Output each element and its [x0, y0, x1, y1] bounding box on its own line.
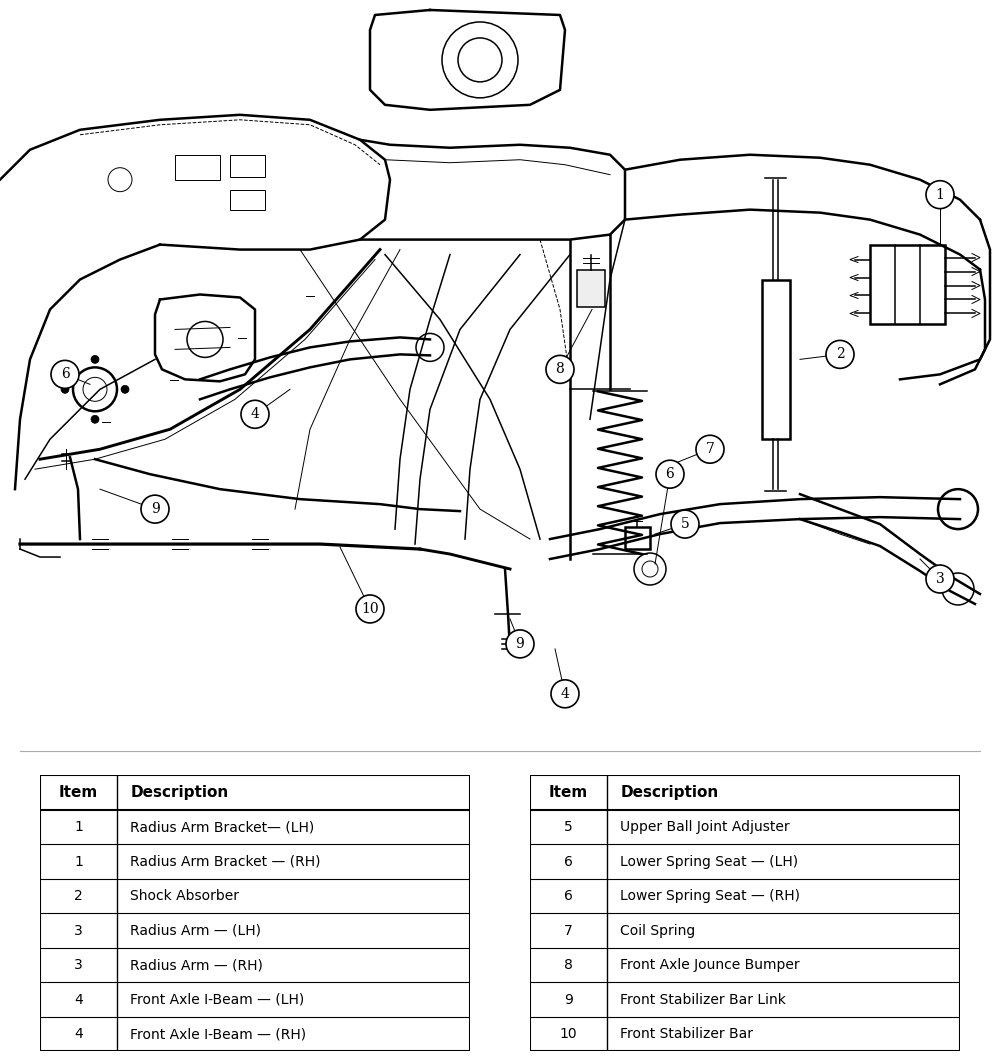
Text: 10: 10	[560, 1027, 578, 1041]
Text: 6: 6	[61, 367, 69, 381]
Circle shape	[73, 367, 117, 411]
Circle shape	[656, 460, 684, 489]
Text: 4: 4	[251, 408, 259, 422]
Text: 8: 8	[556, 362, 564, 376]
Text: Lower Spring Seat — (RH): Lower Spring Seat — (RH)	[620, 889, 800, 903]
Text: 8: 8	[564, 958, 573, 972]
Circle shape	[91, 415, 99, 424]
Circle shape	[671, 510, 699, 538]
Text: Item: Item	[59, 785, 98, 800]
Text: 4: 4	[74, 993, 83, 1007]
Text: 1: 1	[74, 855, 83, 869]
Circle shape	[91, 356, 99, 363]
Text: 3: 3	[74, 958, 83, 972]
Text: Description: Description	[620, 785, 719, 800]
Bar	[230, 155, 265, 176]
Text: 7: 7	[706, 442, 714, 457]
Circle shape	[551, 680, 579, 707]
Text: Radius Arm Bracket — (RH): Radius Arm Bracket — (RH)	[130, 855, 321, 869]
Circle shape	[926, 565, 954, 593]
Text: Front Stabilizer Bar: Front Stabilizer Bar	[620, 1027, 753, 1041]
Text: 10: 10	[361, 602, 379, 616]
Text: 4: 4	[74, 1027, 83, 1041]
Bar	[175, 155, 220, 179]
Text: Coil Spring: Coil Spring	[620, 924, 696, 938]
Text: 6: 6	[564, 855, 573, 869]
Text: 6: 6	[666, 467, 674, 481]
Text: 3: 3	[74, 924, 83, 938]
Text: 5: 5	[564, 820, 573, 834]
Bar	[762, 279, 790, 440]
Text: Front Stabilizer Bar Link: Front Stabilizer Bar Link	[620, 993, 786, 1007]
Text: 4: 4	[561, 687, 569, 701]
Bar	[230, 190, 265, 209]
Text: Front Axle Jounce Bumper: Front Axle Jounce Bumper	[620, 958, 800, 972]
Text: Shock Absorber: Shock Absorber	[130, 889, 239, 903]
Text: Upper Ball Joint Adjuster: Upper Ball Joint Adjuster	[620, 820, 790, 834]
Text: 2: 2	[74, 889, 83, 903]
Text: Radius Arm — (LH): Radius Arm — (LH)	[130, 924, 261, 938]
Text: Front Axle I-Beam — (RH): Front Axle I-Beam — (RH)	[130, 1027, 306, 1041]
Text: 6: 6	[564, 889, 573, 903]
Text: 5: 5	[681, 517, 689, 531]
Text: 7: 7	[564, 924, 573, 938]
Bar	[625, 527, 650, 549]
Text: Front Axle I-Beam — (LH): Front Axle I-Beam — (LH)	[130, 993, 305, 1007]
Text: 2: 2	[836, 347, 844, 361]
Text: 1: 1	[936, 188, 944, 202]
Text: 9: 9	[564, 993, 573, 1007]
Circle shape	[506, 630, 534, 657]
Circle shape	[696, 435, 724, 463]
Circle shape	[634, 553, 666, 585]
Circle shape	[356, 595, 384, 623]
Text: 9: 9	[151, 502, 159, 516]
Circle shape	[61, 386, 69, 393]
Text: Radius Arm — (RH): Radius Arm — (RH)	[130, 958, 263, 972]
Circle shape	[121, 386, 129, 393]
Text: Description: Description	[130, 785, 229, 800]
Circle shape	[826, 341, 854, 369]
Text: Item: Item	[549, 785, 588, 800]
Circle shape	[241, 400, 269, 428]
Text: Radius Arm Bracket— (LH): Radius Arm Bracket— (LH)	[130, 820, 315, 834]
Text: 1: 1	[74, 820, 83, 834]
Text: 3: 3	[936, 572, 944, 586]
Bar	[577, 270, 605, 308]
Circle shape	[51, 360, 79, 389]
Text: Lower Spring Seat — (LH): Lower Spring Seat — (LH)	[620, 855, 798, 869]
Text: 9: 9	[516, 637, 524, 651]
Circle shape	[141, 495, 169, 524]
Bar	[870, 244, 945, 325]
Circle shape	[926, 181, 954, 208]
Circle shape	[546, 356, 574, 383]
